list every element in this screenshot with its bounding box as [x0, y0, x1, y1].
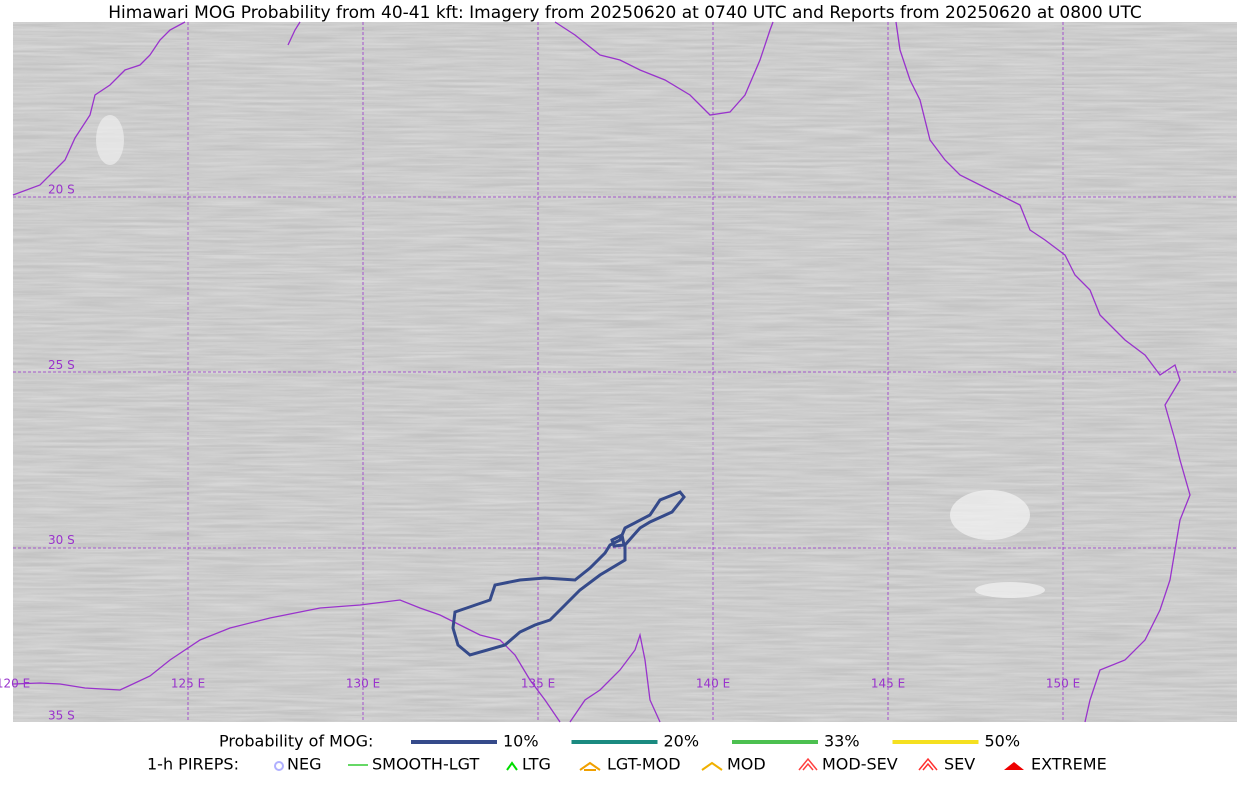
- legend-title: Probability of MOG:: [219, 732, 373, 751]
- lat-label: 35 S: [48, 708, 75, 722]
- mog-contour: [451, 490, 686, 657]
- legend-label: SMOOTH-LGT: [372, 755, 479, 774]
- lon-label: 120 E: [0, 677, 30, 691]
- lat-label: 30 S: [48, 533, 75, 547]
- legend-label: 10%: [503, 732, 539, 751]
- legend-title: 1-h PIREPS:: [147, 755, 239, 774]
- lon-label: 150 E: [1046, 677, 1080, 691]
- legend-label: LTG: [522, 755, 551, 774]
- legend-label: 33%: [824, 732, 860, 751]
- legend-label: 50%: [985, 732, 1021, 751]
- legend-label: LGT-MOD: [607, 755, 681, 774]
- legend: Probability of MOG: 1-h PIREPS: 10% 20% 33…: [147, 732, 1107, 774]
- lat-label: 25 S: [48, 358, 75, 372]
- lon-label: 140 E: [696, 677, 730, 691]
- legend-label: SEV: [944, 755, 975, 774]
- legend-label: 20%: [664, 732, 700, 751]
- legend-label: EXTREME: [1031, 755, 1107, 774]
- pirep-icons: [274, 757, 1024, 771]
- title: Himawari MOG Probability from 40-41 kft:…: [108, 3, 1142, 23]
- lat-label: 20 S: [48, 183, 75, 197]
- lon-label: 130 E: [346, 677, 380, 691]
- coastline: [12, 21, 1191, 723]
- legend-label: MOD-SEV: [822, 755, 898, 774]
- legend-label: NEG: [287, 755, 321, 774]
- lon-label: 145 E: [871, 677, 905, 691]
- lon-label: 135 E: [521, 677, 555, 691]
- legend-label: MOD: [727, 755, 766, 774]
- lon-label: 125 E: [171, 677, 205, 691]
